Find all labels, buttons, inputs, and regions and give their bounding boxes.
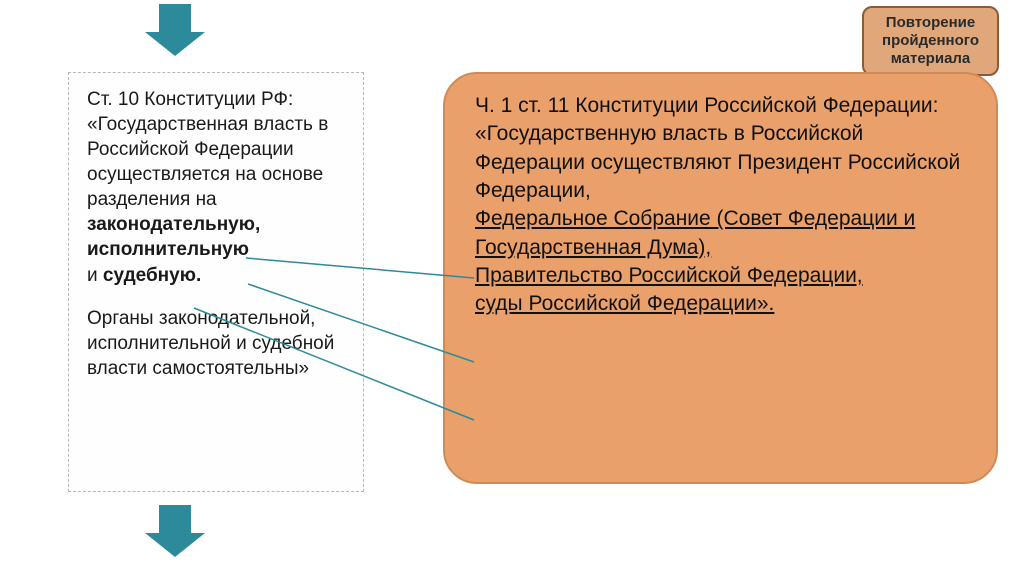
- badge-line2: пройденного: [882, 32, 979, 49]
- badge-line1: Повторение: [886, 14, 975, 31]
- arrow-down-bottom: [145, 505, 205, 557]
- art10-bold1: законодательную, исполнительную: [87, 214, 260, 260]
- art10-text1a: «Государственная власть в Российской Фед…: [87, 114, 328, 210]
- art10-heading: Ст. 10 Конституции РФ:: [87, 89, 293, 110]
- article-10-box: Ст. 10 Конституции РФ: «Государственная …: [68, 72, 364, 492]
- art11-underline-3: суды Российской Федерации».: [475, 292, 774, 315]
- art11-lead: Ч. 1 ст. 11 Конституции Российской Федер…: [475, 94, 960, 202]
- art10-mid: и: [87, 265, 103, 286]
- badge-line3: материала: [891, 50, 971, 67]
- article-10-para1: Ст. 10 Конституции РФ: «Государственная …: [87, 87, 345, 288]
- article-11-box: Ч. 1 ст. 11 Конституции Российской Федер…: [443, 72, 998, 484]
- art10-bold2: судебную.: [103, 265, 201, 286]
- review-badge: Повторение пройденного материала: [862, 6, 999, 76]
- art11-underline-2: Правительство Российской Федерации,: [475, 264, 863, 287]
- art11-underline-1: Федеральное Собрание (Совет Федерации и …: [475, 207, 915, 258]
- article-10-para2: Органы законодательной, исполнительной и…: [87, 306, 345, 381]
